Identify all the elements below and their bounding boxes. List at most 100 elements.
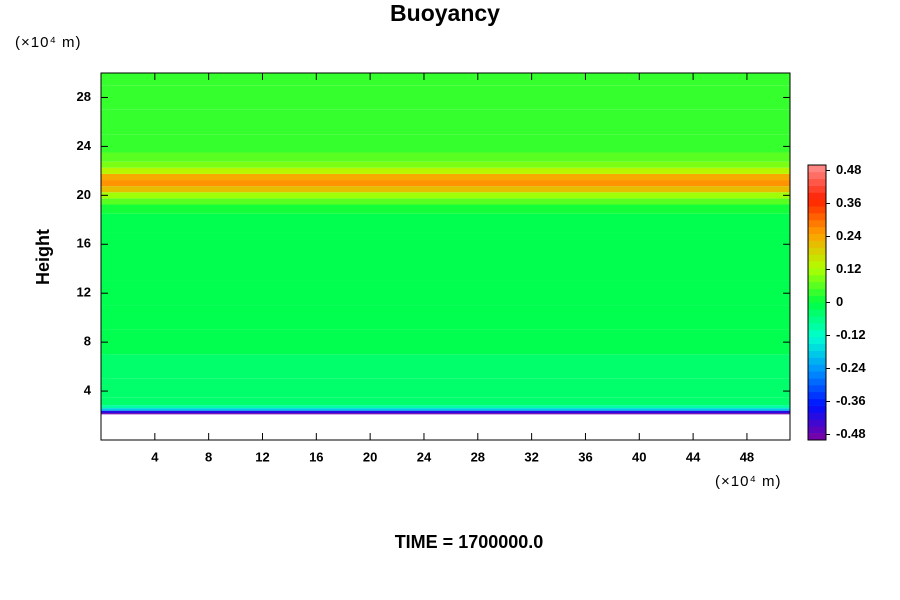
- colorbar-level: [808, 323, 826, 331]
- contour-band: [101, 413, 790, 415]
- colorbar-level: [808, 268, 826, 276]
- colorbar-level: [808, 371, 826, 379]
- contour-band: [101, 198, 790, 205]
- colorbar-level: [808, 288, 826, 296]
- colorbar-tick-label: 0.12: [836, 261, 861, 276]
- y-tick-label: 16: [77, 236, 91, 251]
- colorbar-level: [808, 336, 826, 345]
- x-tick-label: 24: [417, 449, 432, 464]
- contour-band: [101, 410, 790, 414]
- colorbar-level: [808, 254, 826, 262]
- colorbar-level: [808, 405, 826, 413]
- x-tick-label: 48: [740, 449, 754, 464]
- colorbar-level: [808, 192, 826, 200]
- x-tick-label: 8: [205, 449, 212, 464]
- colorbar-level: [808, 385, 826, 393]
- contour-band: [101, 378, 790, 398]
- y-axis-label: Height: [33, 229, 53, 285]
- x-tick-label: 28: [471, 449, 485, 464]
- colorbar-tick-label: 0: [836, 294, 843, 309]
- colorbar-tick-label: -0.12: [836, 327, 866, 342]
- colorbar-level: [808, 295, 826, 303]
- x-tick-label: 44: [686, 449, 701, 464]
- y-tick-label: 4: [84, 383, 92, 398]
- colorbar-level: [808, 426, 826, 434]
- contour-band: [101, 180, 790, 187]
- colorbar-level: [808, 281, 826, 290]
- contour-band: [101, 256, 790, 281]
- colorbar-level: [808, 185, 826, 193]
- x-tick-label: 32: [524, 449, 538, 464]
- contour-band: [101, 167, 790, 174]
- y-tick-label: 8: [84, 334, 91, 349]
- colorbar-level: [808, 178, 826, 186]
- colorbar-level: [808, 316, 826, 324]
- colorbar-tick-label: 0.48: [836, 162, 861, 177]
- colorbar-level: [808, 261, 826, 269]
- colorbar-level: [808, 275, 826, 283]
- colorbar-level: [808, 226, 826, 235]
- time-label: TIME = 1700000.0: [395, 532, 544, 552]
- x-unit: (×10⁴ m): [715, 473, 782, 490]
- contour-band: [101, 173, 790, 181]
- colorbar-level: [808, 433, 826, 441]
- contour-band: [101, 213, 790, 233]
- colorbar-level: [808, 213, 826, 221]
- contour-band: [101, 329, 790, 355]
- plot-frame: [100, 72, 791, 441]
- y-tick-label: 20: [77, 187, 91, 202]
- x-tick-label: 12: [255, 449, 269, 464]
- colorbar-level: [808, 206, 826, 214]
- contour-band: [101, 192, 790, 199]
- colorbar-level: [808, 419, 826, 427]
- contour-band: [101, 73, 790, 86]
- contour-band: [101, 408, 790, 411]
- contour-band: [101, 134, 790, 153]
- contour-band: [101, 280, 790, 306]
- contour-band: [101, 204, 790, 214]
- colorbar-level: [808, 364, 826, 372]
- colorbar-level: [808, 233, 826, 241]
- colorbar-level: [808, 165, 826, 173]
- colorbar-level: [808, 391, 826, 400]
- y-unit: (×10⁴ m): [15, 34, 82, 51]
- contour-band: [101, 109, 790, 135]
- colorbar-level: [808, 220, 826, 228]
- y-tick-label: 28: [77, 89, 91, 104]
- contour-band: [101, 305, 790, 330]
- colorbar-tick-label: -0.36: [836, 393, 866, 408]
- colorbar-level: [808, 357, 826, 365]
- y-tick-label: 12: [77, 285, 91, 300]
- y-tick-label: 24: [77, 138, 92, 153]
- x-tick-label: 36: [578, 449, 592, 464]
- colorbar-level: [808, 398, 826, 406]
- contour-band: [101, 354, 790, 379]
- contour-band: [101, 85, 790, 110]
- colorbar-level: [808, 350, 826, 358]
- colorbar-tick-label: -0.24: [836, 360, 866, 375]
- x-tick-label: 40: [632, 449, 646, 464]
- x-tick-label: 20: [363, 449, 377, 464]
- x-tick-label: 16: [309, 449, 323, 464]
- colorbar-level: [808, 378, 826, 386]
- contour-band: [101, 405, 790, 409]
- contour-band: [101, 186, 790, 193]
- colorbar-level: [808, 240, 826, 248]
- colorbar-level: [808, 330, 826, 338]
- colorbar-level: [808, 247, 826, 255]
- x-tick-label: 4: [151, 449, 159, 464]
- colorbar-tick-label: 0.36: [836, 195, 861, 210]
- colorbar-level: [808, 309, 826, 317]
- colorbar-level: [808, 343, 826, 351]
- contour-band: [101, 397, 790, 406]
- contour-band: [101, 161, 790, 168]
- colorbar-level: [808, 302, 826, 310]
- contour-band: [101, 152, 790, 162]
- colorbar-level: [808, 199, 826, 207]
- chart-title: Buoyancy: [390, 0, 500, 26]
- colorbar-level: [808, 171, 826, 180]
- colorbar-level: [808, 412, 826, 420]
- contour-band: [101, 232, 790, 257]
- colorbar-tick-label: -0.48: [836, 426, 866, 441]
